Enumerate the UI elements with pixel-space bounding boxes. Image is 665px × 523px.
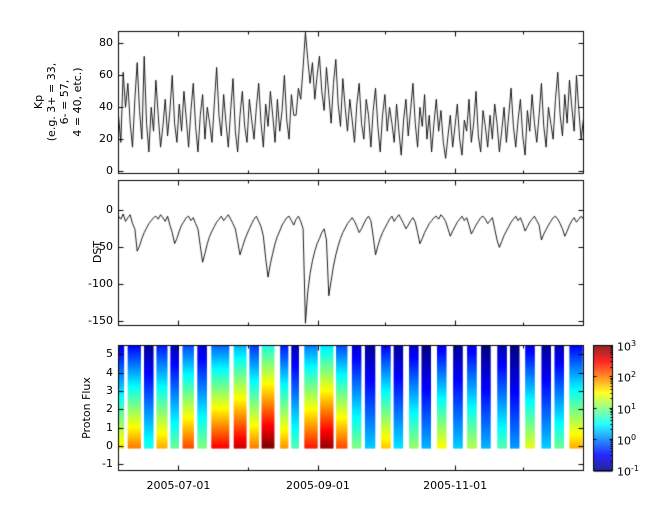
y-tick-label: -150 [88, 314, 113, 328]
y-tick-label: 80 [99, 35, 113, 49]
colorbar-tick-exponent: 3 [631, 339, 637, 348]
y-tick-label: 0 [106, 163, 113, 177]
colorbar-tick-label: 102 [617, 368, 636, 386]
y-tick-label: 0 [106, 202, 113, 216]
y-tick-label: 1 [106, 420, 113, 434]
colorbar-tick-base: 10 [617, 371, 631, 385]
colorbar-tick-base: 10 [617, 465, 631, 479]
colorbar-tick-label: 10-1 [617, 462, 639, 480]
colorbar-tick-exponent: 0 [631, 432, 637, 442]
x-tick-label: 2005-11-01 [423, 479, 488, 492]
colorbar-tick-exponent: 2 [631, 370, 637, 380]
y-tick-label: 2 [106, 402, 113, 416]
x-tick-label: 2005-09-01 [285, 479, 350, 492]
kp-axis-label-line: (e.g. 3+ = 33, [45, 62, 58, 142]
y-tick-label: 0 [106, 439, 113, 453]
colorbar-tick-label: 101 [617, 400, 636, 418]
colorbar-tick-base: 10 [617, 434, 631, 448]
kp-axis-label-line: Kp [32, 94, 45, 110]
x-tick-label: 2005-07-01 [146, 479, 211, 492]
y-tick-label: -50 [95, 239, 113, 253]
y-tick-label: 40 [99, 99, 113, 113]
y-tick-label: 20 [99, 131, 113, 145]
colorbar-tick-exponent: 1 [631, 401, 637, 411]
colorbar-tick-label: 103 [617, 337, 636, 355]
y-tick-label: 5 [106, 347, 113, 361]
y-tick-label: -1 [102, 457, 113, 471]
colorbar-tick-base: 10 [617, 403, 631, 417]
colorbar-tick-label: 100 [617, 431, 636, 449]
y-tick-label: 3 [106, 383, 113, 397]
y-tick-label: -100 [88, 277, 113, 291]
y-tick-label: 4 [106, 365, 113, 379]
colorbar-tick-base: 10 [617, 340, 631, 354]
colorbar-tick-exponent: -1 [631, 464, 639, 473]
y-tick-label: 60 [99, 67, 113, 81]
